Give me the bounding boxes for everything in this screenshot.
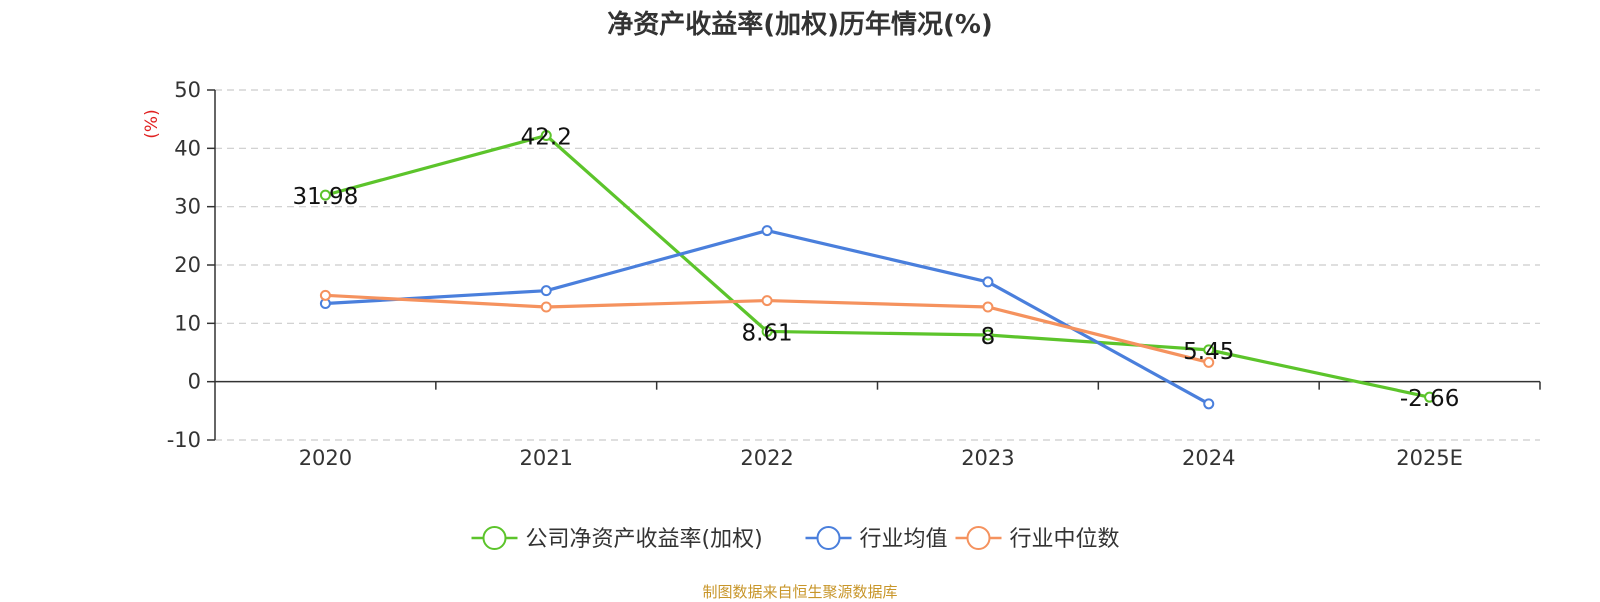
data-label: 42.2 — [521, 125, 572, 151]
y-tick-label: 20 — [174, 253, 201, 277]
chart-title: 净资产收益率(加权)历年情况(%) — [607, 10, 993, 40]
y-tick-label: 0 — [188, 370, 201, 394]
data-labels: 31.98 42.2 8.61 8 5.45 -2.66 — [292, 125, 1459, 413]
legend-label: 公司净资产收益率(加权) — [526, 527, 763, 552]
legend-item-2[interactable]: 行业中位数 — [955, 526, 1120, 552]
data-label: -2.66 — [1400, 386, 1460, 412]
data-label: 31.98 — [292, 184, 358, 210]
data-point — [319, 189, 331, 201]
data-point — [1203, 344, 1215, 356]
legend-label: 行业均值 — [860, 527, 948, 552]
x-tick-label: 2023 — [961, 446, 1014, 470]
data-point — [982, 276, 994, 288]
legend[interactable]: 公司净资产收益率(加权) 行业均值 行业中位数 — [471, 526, 1120, 552]
grid-lines — [215, 89, 1540, 441]
series-0 — [319, 130, 1436, 403]
series-lines — [319, 130, 1436, 410]
x-tick-label: 2021 — [520, 446, 573, 470]
x-tick-label: 2022 — [740, 446, 793, 470]
source-note: 制图数据来自恒生聚源数据库 — [702, 583, 898, 601]
series-2 — [319, 289, 1215, 368]
series-line — [325, 228, 1210, 406]
data-point — [761, 295, 773, 307]
axes: 50 40 30 20 10 0 -10 2020 2021 2022 2023 2024 2025E (… — [142, 78, 1541, 470]
y-tick-label: -10 — [167, 428, 201, 452]
series-1 — [319, 225, 1215, 410]
legend-marker — [816, 526, 841, 550]
data-point — [982, 329, 994, 341]
data-label: 8.61 — [741, 320, 792, 346]
legend-item-1[interactable]: 行业均值 — [805, 526, 948, 552]
x-tick-label: 2024 — [1182, 446, 1235, 470]
y-axis-label: (%) — [142, 109, 162, 138]
data-point — [982, 301, 994, 313]
series-line — [324, 133, 1430, 399]
data-point — [540, 301, 552, 313]
y-tick-label: 40 — [174, 136, 201, 160]
legend-marker — [966, 526, 991, 550]
y-tick-label: 50 — [174, 78, 201, 102]
data-point — [540, 130, 552, 141]
data-point — [761, 325, 773, 337]
legend-item-0[interactable]: 公司净资产收益率(加权) — [471, 526, 763, 552]
y-tick-label: 30 — [174, 195, 201, 219]
x-tick-label: 2025E — [1396, 446, 1463, 470]
legend-label: 行业中位数 — [1010, 527, 1120, 552]
data-point — [1424, 391, 1436, 403]
data-point — [1203, 398, 1215, 410]
data-label: 8 — [981, 324, 996, 350]
legend-marker — [482, 526, 507, 550]
data-point — [540, 285, 552, 297]
y-tick-label: 10 — [174, 311, 201, 335]
data-point — [1203, 356, 1215, 368]
data-label: 5.45 — [1183, 339, 1234, 365]
x-tick-label: 2020 — [299, 446, 352, 470]
data-point — [761, 225, 773, 237]
data-point — [319, 289, 331, 301]
